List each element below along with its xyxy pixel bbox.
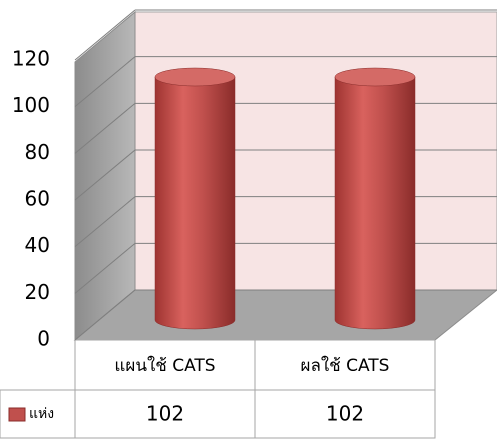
cylinder-top [154,67,236,87]
cylinder [334,76,416,330]
y-tick-label: 80 [25,140,50,164]
x-tick-label: แผนใช้ CATS [114,355,215,376]
table-value: 102 [326,402,364,426]
table-value: 102 [146,402,184,426]
floor [73,289,497,341]
grid-line [74,196,136,248]
y-tick-label: 100 [12,93,50,117]
cylinder-top [334,67,416,87]
grid-line [74,289,136,341]
y-tick-label: 40 [25,233,50,257]
y-tick-label: 20 [25,280,50,304]
legend-swatch [8,407,26,422]
cylinder [154,76,236,330]
grid-line [74,102,136,154]
data-table [0,339,436,439]
y-tick-label: 0 [37,327,50,351]
y-tick-label: 60 [25,187,50,211]
grid-line [74,242,136,294]
legend-label: แห่ง [29,406,54,422]
grid-line [74,149,136,201]
grid-line [74,56,136,108]
y-tick-label: 120 [12,47,50,71]
x-tick-label: ผลใช้ CATS [301,355,390,376]
grid-line [74,9,136,61]
side-wall [74,10,136,342]
